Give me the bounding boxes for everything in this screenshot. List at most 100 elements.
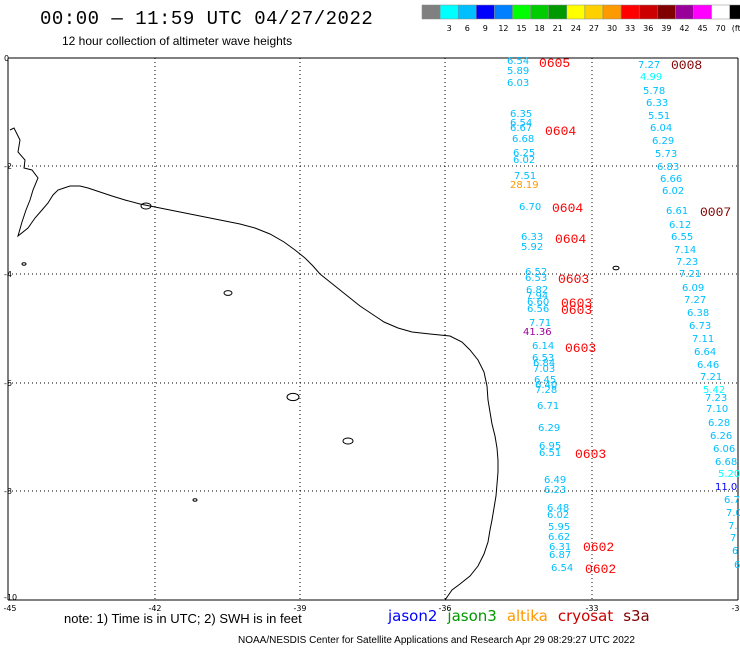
pass-time-label: 0603 <box>561 296 592 311</box>
x-tick-label: -45 <box>3 604 16 613</box>
wave-height-value: 6.04 <box>650 123 672 134</box>
pass-time-label: 0007 <box>700 205 731 220</box>
wave-height-value: 11.0 <box>715 482 737 493</box>
y-tick-label: -2 <box>4 162 12 171</box>
wave-height-value: 5.95 <box>548 522 570 533</box>
legend-swatch <box>494 4 513 20</box>
wave-height-value: 6.54 <box>507 56 529 67</box>
pass-time-label: 0603 <box>558 272 589 287</box>
wave-height-value: 7.21 <box>700 372 722 383</box>
wave-height-value: 6.68 <box>715 457 737 468</box>
wave-height-value: 7. <box>728 521 738 532</box>
wave-height-value: 6.49 <box>544 475 566 486</box>
legend-swatch <box>675 4 694 20</box>
legend-label: 21 <box>553 24 563 33</box>
wave-height-value: 6.51 <box>539 448 561 459</box>
wave-height-value: 7.23 <box>705 393 727 404</box>
wave-height-value: 6.02 <box>513 155 535 166</box>
island-outline <box>223 290 233 296</box>
wave-height-value: 6.31 <box>549 542 571 553</box>
wave-height-value: 6.09 <box>682 283 704 294</box>
wave-height-value: 6.12 <box>669 220 691 231</box>
legend-swatch <box>548 4 568 20</box>
legend-swatch <box>657 4 676 20</box>
wave-height-value: 6.46 <box>697 360 719 371</box>
pass-time-label: 0604 <box>555 232 586 247</box>
lat-lon-grid <box>7 57 739 601</box>
pass-time-label: 0602 <box>585 562 616 577</box>
wave-height-value: 5.78 <box>643 86 665 97</box>
wave-height-value: 28.19 <box>510 180 539 191</box>
wave-height-value: 7.11 <box>692 334 714 345</box>
credit-line: NOAA/NESDIS Center for Satellite Applica… <box>238 635 635 646</box>
pass-time-label: 0603 <box>575 447 606 462</box>
pass-time-label: 0603 <box>565 341 596 356</box>
legend-swatch <box>693 4 712 20</box>
wave-height-value: 7.94 <box>526 291 548 302</box>
legend-label: 39 <box>661 24 671 33</box>
wave-height-value: 6.52 <box>525 267 547 278</box>
wave-height-value: 6.03 <box>507 78 529 89</box>
axis-ticks: -45 -42 -39 -36 -33 -30 0 -2 -4 -6 -8 -10 <box>3 54 740 613</box>
pass-time-label: 0604 <box>552 201 583 216</box>
wave-height-value: 6.28 <box>708 418 730 429</box>
island-outline <box>286 392 300 402</box>
wave-height-value: 6.87 <box>549 550 571 561</box>
y-tick-label: 0 <box>4 54 9 63</box>
wave-height-value: 7.10 <box>706 404 728 415</box>
legend-swatch <box>476 4 495 20</box>
wave-height-value: 6.95 <box>539 441 561 452</box>
legend-label: 6 <box>465 24 470 33</box>
wave-height-value: 6.02 <box>547 510 569 521</box>
island-outline <box>342 437 354 445</box>
wave-height-value: 6.70 <box>519 202 541 213</box>
legend-swatch <box>638 4 658 20</box>
altimeter-track-2: 7.274.995.786.335.516.046.295.736.836.66… <box>638 58 740 571</box>
satellite-key: jason2 jason3 altika cryosat s3a <box>388 607 660 625</box>
legend-label: 70 <box>716 24 726 33</box>
x-tick-label: -39 <box>293 604 306 613</box>
wave-height-value: 7.27 <box>638 60 660 71</box>
wave-height-value: 6.40 <box>535 380 557 391</box>
wave-height-value: 7.0 <box>726 508 740 519</box>
y-tick-label: -10 <box>4 593 17 602</box>
wave-height-value: 6.29 <box>652 136 674 147</box>
island-outline <box>140 202 152 210</box>
legend-swatch <box>421 4 441 20</box>
wave-height-value: 7.27 <box>684 295 706 306</box>
wave-height-value: 6.7 <box>724 495 740 506</box>
legend-swatch <box>566 4 586 20</box>
wave-height-value: 5.42 <box>703 385 725 396</box>
wave-height-value: 6.61 <box>666 206 688 217</box>
wave-height-value: 7.51 <box>514 171 536 182</box>
wave-height-value: 6.71 <box>537 401 559 412</box>
legend-label: 36 <box>643 24 653 33</box>
y-tick-label: -4 <box>4 270 12 279</box>
legend-label: 9 <box>483 24 488 33</box>
map-title: 00:00 — 11:59 UTC 04/27/2022 <box>40 8 374 30</box>
legend-label: 42 <box>679 24 689 33</box>
pass-time-label: 0604 <box>545 124 576 139</box>
wave-height-value: 7 <box>730 533 736 544</box>
legend-unit: (ft) <box>732 24 740 33</box>
pass-time-label: 0605 <box>539 56 570 71</box>
x-tick-label: -30 <box>731 604 740 613</box>
legend-label: 3 <box>447 24 452 33</box>
wave-height-value: 6.64 <box>694 347 716 358</box>
legend-label: 24 <box>571 24 581 33</box>
wave-height-value: 6.14 <box>532 341 554 352</box>
legend-swatch <box>439 4 459 20</box>
wave-height-value: 7.21 <box>679 269 701 280</box>
wave-height-value: 6 <box>734 560 740 571</box>
wave-height-value: 6.45 <box>534 375 556 386</box>
legend-swatch <box>620 4 640 20</box>
wave-height-value: 41.36 <box>523 327 552 338</box>
x-tick-label: -33 <box>585 604 598 613</box>
wave-height-value: 6.56 <box>527 304 549 315</box>
wave-height-value: 6.68 <box>512 134 534 145</box>
wave-height-value: 6.73 <box>689 321 711 332</box>
wave-height-value: 6.82 <box>526 285 548 296</box>
wave-height-value: 6 <box>732 546 738 557</box>
